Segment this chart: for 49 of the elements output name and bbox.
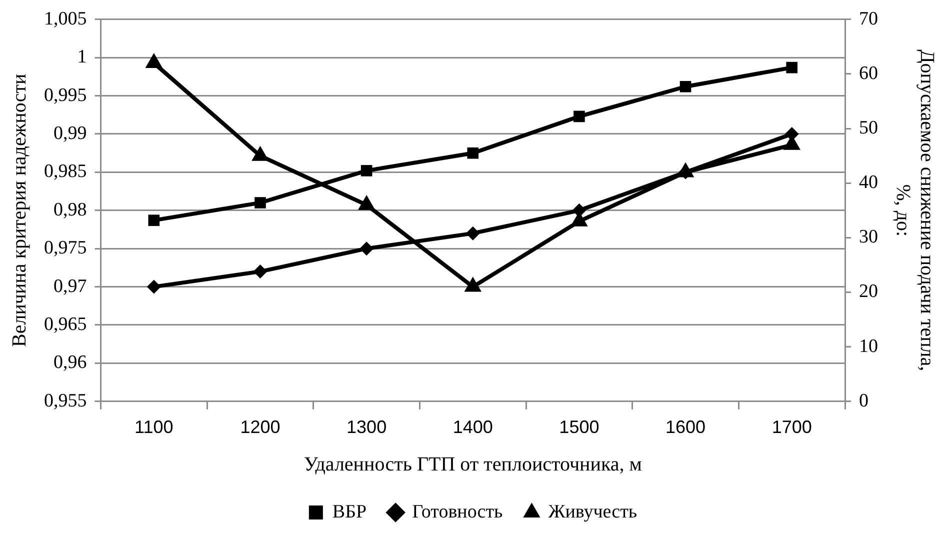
point <box>145 53 163 68</box>
y-tick-label: 0,96 <box>54 352 87 374</box>
point <box>358 194 376 210</box>
legend-label: Живучесть <box>548 501 638 522</box>
x-tick-label: 1300 <box>346 417 387 438</box>
y2-tick-label: 40 <box>859 172 878 194</box>
x-axis-title: Удаленность ГТП от теплоисточника, м <box>304 453 642 476</box>
point <box>148 214 160 226</box>
y-tick-label: 0,965 <box>44 314 87 335</box>
y-tick-label: 0,955 <box>44 390 87 412</box>
point <box>572 203 586 218</box>
y-tick-label: 0,995 <box>44 84 87 106</box>
point <box>360 165 372 176</box>
y2-tick-label: 60 <box>859 62 878 84</box>
point <box>252 146 269 161</box>
y2-tick-label: 70 <box>859 8 878 30</box>
y2-tick-label: 20 <box>859 281 878 302</box>
y-axis-title: Величина критерия надежности <box>8 74 30 347</box>
y2-tick-label: 0 <box>859 390 868 412</box>
x-tick-label: 1200 <box>240 417 280 438</box>
point <box>464 276 482 292</box>
point <box>467 147 479 159</box>
point <box>466 226 480 240</box>
point <box>680 80 692 92</box>
y-tick-label: 0,99 <box>54 122 87 144</box>
y-tick-label: 0,975 <box>44 238 87 259</box>
y2-tick-label: 50 <box>859 118 878 139</box>
x-tick-label: 1400 <box>452 417 493 438</box>
y-tick-label: 0,97 <box>54 276 87 297</box>
point <box>253 264 268 279</box>
point <box>786 62 798 74</box>
point <box>574 110 585 122</box>
y-tick-label: 1 <box>77 46 87 68</box>
point <box>360 242 374 256</box>
y2-tick-label: 30 <box>859 226 878 248</box>
point <box>784 127 799 141</box>
y2-axis-title: Допускаемое снижение подачи тепла, %, до: <box>892 50 938 372</box>
y2-tick-label: 10 <box>859 336 878 357</box>
point <box>254 197 266 208</box>
x-tick-label: 1500 <box>559 417 600 438</box>
y-tick-label: 1,005 <box>44 8 87 30</box>
legend-label: Готовность <box>412 501 504 522</box>
x-tick-label: 1100 <box>134 417 174 438</box>
y-tick-label: 0,98 <box>54 199 87 220</box>
legend-label: ВБР <box>332 501 367 522</box>
x-tick-label: 1700 <box>772 417 812 438</box>
x-tick-label: 1600 <box>665 417 706 438</box>
y-tick-label: 0,985 <box>44 161 87 182</box>
point <box>146 280 161 294</box>
